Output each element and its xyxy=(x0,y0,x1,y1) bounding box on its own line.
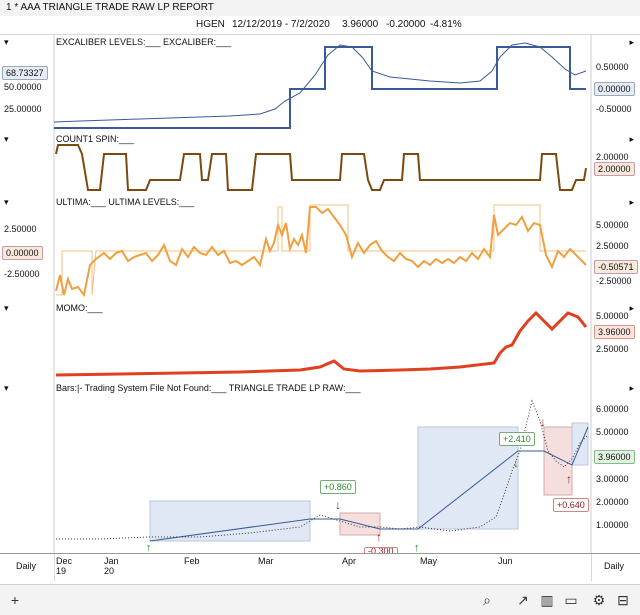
year-label: 20 xyxy=(104,566,115,576)
year-label: 19 xyxy=(56,566,67,576)
count1-line xyxy=(55,144,587,191)
momo-right-tick: 2.50000 xyxy=(596,344,629,354)
symbol: HGEN xyxy=(196,19,225,30)
bars-right-tick: 2.00000 xyxy=(596,497,629,507)
month-label: Mar xyxy=(258,556,274,566)
ultima-plot xyxy=(53,195,592,301)
bottom-toolbar: + ⌕ ↗ ▥ ▭ ⚙ ⊟ xyxy=(0,584,640,615)
buy-arrow: ↑ xyxy=(146,542,152,553)
collapse-icon[interactable]: ▾ xyxy=(4,197,9,207)
ultima-left-tick: -2.50000 xyxy=(4,269,40,279)
add-icon[interactable]: + xyxy=(10,592,20,608)
count1-label: COUNT1 SPIN:___ xyxy=(56,134,135,144)
trade-annotation: +2.410 xyxy=(499,432,535,446)
settings-icon[interactable]: ⊟ xyxy=(617,592,629,608)
interval-label[interactable]: Daily xyxy=(16,561,37,571)
momo-line xyxy=(55,310,588,377)
excaliber-label: EXCALIBER LEVELS:___ EXCALIBER:___ xyxy=(56,37,232,47)
sell-arrow: ↓ xyxy=(335,498,341,512)
draw-line-icon[interactable]: ↗ xyxy=(517,592,529,608)
momo-plot xyxy=(53,301,592,381)
bars-right-tick: 5.00000 xyxy=(596,427,629,437)
bars-right-tick: 1.00000 xyxy=(596,520,629,530)
excaliber-pane[interactable]: ▾ ▸ EXCALIBER LEVELS:___ EXCALIBER:___ 5… xyxy=(0,35,640,133)
chart-header: HGEN 12/12/2019 - 7/2/2020 3.96000 -0.20… xyxy=(0,16,640,35)
momo-label: MOMO:___ xyxy=(56,303,103,313)
tools-icon[interactable]: ⚙ xyxy=(592,592,606,608)
momo-pane[interactable]: ▾ ▸ MOMO:___ 5.00000 2.50000 3.96000 xyxy=(0,301,640,382)
interval-label[interactable]: Daily xyxy=(604,561,625,571)
x-axis: Daily Daily Dec 19 Jan 20 Feb Mar Apr Ma… xyxy=(0,553,640,581)
excaliber-levels-line xyxy=(54,46,586,129)
pane-menu-icon[interactable]: ▸ xyxy=(629,37,634,47)
bars-label: Bars:|- Trading System File Not Found:__… xyxy=(56,383,361,393)
bars-right-tick: 6.00000 xyxy=(596,404,629,414)
bars-right-tag: 3.96000 xyxy=(594,450,635,464)
ultima-right-tick: -2.50000 xyxy=(596,276,632,286)
chart-type-icon[interactable]: ▥ xyxy=(540,592,554,608)
price-change: -0.20000 xyxy=(386,19,426,30)
count1-plot xyxy=(53,132,592,195)
layout-icon[interactable]: ▭ xyxy=(564,592,578,608)
momo-right-tag: 3.96000 xyxy=(594,325,635,339)
window-titlebar: 1 * AAA TRIANGLE TRADE RAW LP REPORT xyxy=(0,0,640,16)
trade-trend-line xyxy=(149,426,589,542)
sell-arrow: ↓ xyxy=(540,415,546,429)
excaliber-left-tick: 50.00000 xyxy=(4,82,42,92)
collapse-icon[interactable]: ▾ xyxy=(4,303,9,313)
excaliber-left-tick: 25.00000 xyxy=(4,104,42,114)
bars-right-tick: 3.00000 xyxy=(596,474,629,484)
ultima-left-tag: 0.00000 xyxy=(2,246,43,260)
search-icon[interactable]: ⌕ xyxy=(483,592,491,608)
pane-menu-icon[interactable]: ▸ xyxy=(629,383,634,393)
collapse-icon[interactable]: ▾ xyxy=(4,383,9,393)
ultima-line xyxy=(55,206,587,298)
last-price: 3.96000 xyxy=(342,19,379,30)
pane-menu-icon[interactable]: ▸ xyxy=(629,303,634,313)
month-label: Apr xyxy=(342,556,357,566)
sell-arrow: ↑ xyxy=(566,472,572,486)
excaliber-right-tick: -0.50000 xyxy=(596,104,632,114)
excaliber-right-tick: 0.50000 xyxy=(596,62,629,72)
month-label: May xyxy=(420,556,438,566)
sell-arrow: ↑ xyxy=(376,530,382,544)
bars-pane[interactable]: ▾ ▸ Bars:|- Trading System File Not Foun… xyxy=(0,381,640,556)
excaliber-left-tag: 68.73327 xyxy=(2,66,48,80)
excaliber-plot xyxy=(53,35,592,132)
trade-annotation: +0.860 xyxy=(320,480,356,494)
collapse-icon[interactable]: ▾ xyxy=(4,134,9,144)
ultima-levels-line xyxy=(56,204,586,296)
date-range: 12/12/2019 - 7/2/2020 xyxy=(232,19,330,30)
trade-annotation: +0.640 xyxy=(553,498,589,512)
bars-plot: ↑ ↓ ↑ ↑ ↓ ↓ ↑ xyxy=(53,381,592,553)
momo-right-tick: 5.00000 xyxy=(596,311,629,321)
window-title: 1 * AAA TRIANGLE TRADE RAW LP REPORT xyxy=(6,2,214,13)
ultima-right-tick: 5.00000 xyxy=(596,220,629,230)
collapse-icon[interactable]: ▾ xyxy=(4,37,9,47)
buy-arrow: ↑ xyxy=(414,542,420,553)
ultima-pane[interactable]: ▾ ▸ ULTIMA:___ ULTIMA LEVELS:___ 2.50000… xyxy=(0,195,640,302)
ultima-right-tag: -0.50571 xyxy=(594,260,638,274)
ultima-label: ULTIMA:___ ULTIMA LEVELS:___ xyxy=(56,197,195,207)
month-label: Feb xyxy=(184,556,200,566)
pane-menu-icon[interactable]: ▸ xyxy=(629,134,634,144)
excaliber-right-tag: 0.00000 xyxy=(594,82,635,96)
month-label: Jan xyxy=(104,556,119,566)
ultima-right-tick: 2.50000 xyxy=(596,241,629,251)
price-change-pct: -4.81% xyxy=(430,19,462,30)
count1-right-tag: 2.00000 xyxy=(594,162,635,176)
count1-pane[interactable]: ▾ ▸ COUNT1 SPIN:___ 2.00000 2.00000 xyxy=(0,132,640,196)
excaliber-line xyxy=(53,42,587,123)
pane-menu-icon[interactable]: ▸ xyxy=(629,197,634,207)
month-label: Jun xyxy=(498,556,513,566)
count1-right-tick: 2.00000 xyxy=(596,152,629,162)
month-label: Dec xyxy=(56,556,73,566)
buy-arrow: ↓ xyxy=(513,456,519,470)
ultima-left-tick: 2.50000 xyxy=(4,224,37,234)
